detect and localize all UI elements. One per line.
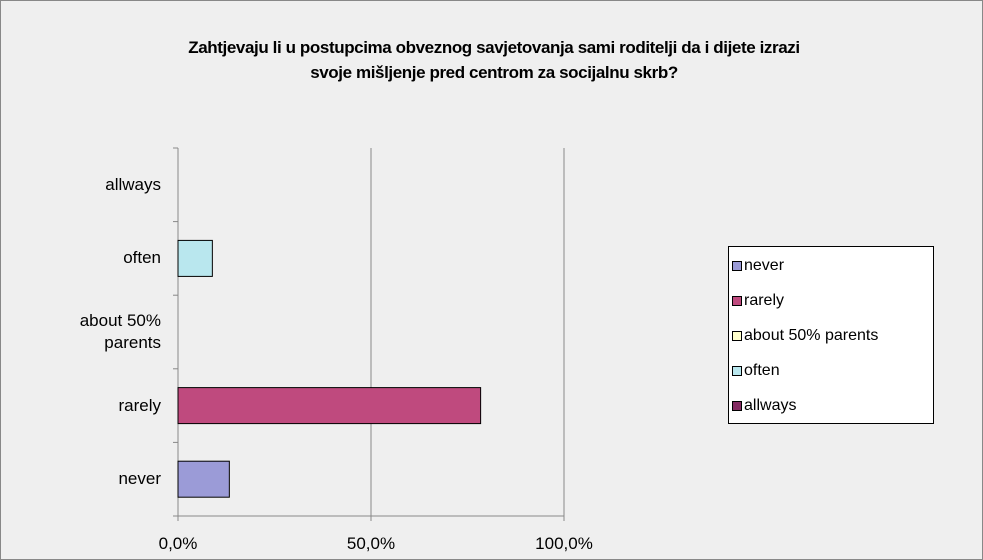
legend-item: about 50% parents [732,327,878,345]
y-tick-label: never [118,469,161,489]
legend-swatch [732,366,742,376]
bar [177,460,230,498]
legend-item: often [732,362,780,380]
y-tick-label: rarely [118,395,161,415]
chart-title: Zahtjevaju li u postupcima obveznog savj… [188,38,800,82]
y-tick-label: allways [105,174,161,194]
bar [177,239,213,277]
legend-label: often [744,362,780,379]
legend: never rarely about 50% parents often allways [728,246,934,424]
legend-swatch [732,296,742,306]
legend-label: never [744,257,785,274]
bar [177,387,482,425]
x-tick-label: 50,0% [346,534,396,553]
legend-swatch [732,401,742,411]
legend-label: allways [744,397,797,414]
y-tick-label: often [123,248,161,268]
legend-item: allways [732,397,796,415]
x-tick-label: 100,0% [535,534,593,553]
legend-item: rarely [732,292,784,310]
legend-item: never [732,257,784,275]
x-tick-label: 0,0% [158,534,198,553]
legend-swatch [732,261,742,271]
legend-label: about 50% parents [744,327,879,344]
legend-label: rarely [744,292,785,309]
legend-swatch [732,331,742,341]
y-tick-label: about 50% parents [79,311,161,352]
